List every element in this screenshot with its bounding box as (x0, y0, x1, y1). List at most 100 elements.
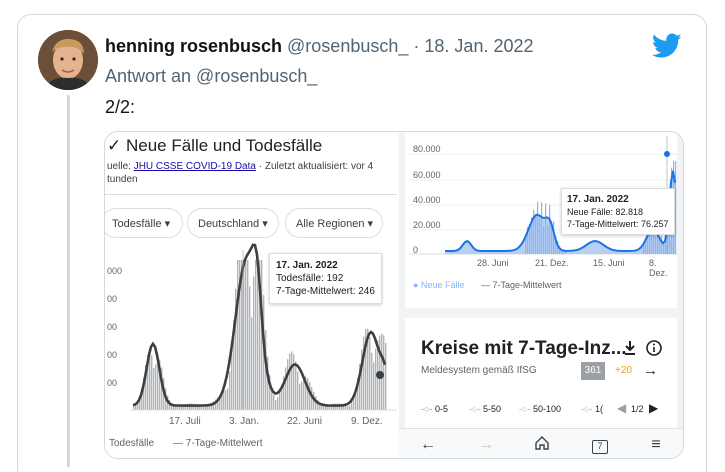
hover-point (664, 151, 670, 157)
deaths-bar (371, 352, 373, 410)
cases-screenshot[interactable]: 80.000 60.000 40.000 20.000 0 28. Juni 2… (399, 132, 683, 458)
browser-bottom-bar: ← → 7 ≡ (399, 428, 683, 458)
districts-card[interactable]: Kreise mit 7-Tage-Inz... Meldesystem gem… (405, 318, 677, 428)
tabs-button[interactable]: 7 (589, 435, 611, 455)
cases-bar (651, 232, 653, 254)
tweet-header: henning rosenbusch @rosenbusch_ · 18. Ja… (105, 36, 534, 57)
chart-panel-title: ✓ Neue Fälle und Todesfälle (107, 136, 323, 155)
back-icon[interactable]: ← (420, 436, 436, 453)
y-tick: 20.000 (413, 220, 441, 230)
cases-bar (665, 236, 667, 254)
scale-item: -○- 5-50 (469, 404, 501, 414)
tooltip-value: Neue Fälle: 82.818 (567, 207, 644, 217)
count-delta: +20 (615, 365, 632, 376)
author-avatar[interactable] (38, 30, 98, 90)
cases-bar (565, 250, 567, 254)
districts-card-title[interactable]: Kreise mit 7-Tage-Inz... (421, 338, 627, 359)
deaths-bar (361, 349, 363, 410)
cases-bar (553, 221, 555, 254)
deaths-bar (133, 405, 135, 410)
deaths-bar (373, 362, 375, 410)
filter-metric[interactable]: Todesfälle ▾ (105, 208, 183, 238)
deaths-bar (269, 374, 271, 410)
deaths-bar (241, 260, 243, 410)
deaths-bar (271, 386, 273, 410)
deaths-bar (353, 396, 355, 410)
deaths-bar (245, 260, 247, 410)
tooltip-value: Todesfälle: 192 (276, 273, 344, 284)
cases-bar (557, 241, 559, 254)
deaths-bar (283, 376, 285, 410)
cases-bar (555, 235, 557, 254)
tweet-date[interactable]: 18. Jan. 2022 (424, 36, 534, 56)
deaths-bar (197, 404, 199, 410)
deaths-bar (249, 286, 251, 410)
deaths-bar (145, 365, 147, 410)
filter-region[interactable]: Alle Regionen ▾ (285, 208, 383, 238)
deaths-bar (155, 364, 157, 410)
cases-bar (531, 217, 533, 254)
deaths-bar (137, 400, 139, 410)
cases-bar (547, 225, 549, 254)
deaths-bar (331, 404, 333, 410)
deaths-bar (303, 377, 305, 410)
deaths-bar (213, 401, 215, 410)
deaths-bar (359, 363, 361, 410)
pager-prev-icon[interactable]: ◀ (617, 401, 627, 415)
cases-tooltip: 17. Jan. 2022 Neue Fälle: 82.818 7-Tage-… (561, 188, 675, 235)
thread-connector-line (67, 95, 70, 467)
tooltip-date: 17. Jan. 2022 (276, 260, 338, 271)
deaths-bar (221, 392, 223, 410)
deaths-bar (319, 402, 321, 410)
pager-label: 1/2 (631, 404, 644, 414)
filter-country[interactable]: Deutschland ▾ (187, 208, 279, 238)
deaths-bar (237, 260, 239, 410)
home-icon[interactable] (531, 435, 553, 455)
reply-to-label[interactable]: Antwort an @rosenbusch_ (105, 66, 318, 86)
author-handle[interactable]: @rosenbusch_ (287, 36, 409, 56)
cases-bar (543, 226, 545, 254)
deaths-bar (209, 403, 211, 410)
tweet-media[interactable]: ✓ Neue Fälle und Todesfälle uelle: JHU C… (104, 131, 684, 459)
deaths-bar (233, 319, 235, 410)
deaths-bar (267, 356, 269, 410)
deaths-bar (375, 348, 377, 410)
cases-bar (539, 218, 541, 254)
deaths-bar (217, 397, 219, 410)
scale-item: -○- 1( (581, 404, 603, 414)
deaths-bar (161, 367, 163, 410)
author-name[interactable]: henning rosenbusch (105, 36, 283, 56)
twitter-bird-icon[interactable] (651, 33, 682, 59)
deaths-chart-screenshot[interactable]: ✓ Neue Fälle und Todesfälle uelle: JHU C… (105, 132, 397, 458)
cases-bar (661, 235, 663, 254)
deaths-bar (259, 260, 261, 410)
deaths-bar (291, 351, 293, 410)
deaths-bar (171, 402, 173, 410)
cases-bar (525, 237, 527, 254)
deaths-bar (139, 395, 141, 410)
deaths-bar (229, 371, 231, 410)
y-tick: 80.000 (413, 144, 441, 154)
deaths-bar (281, 384, 283, 410)
legend-line: — 7-Tage-Mittelwert (481, 280, 562, 290)
source-prefix: uelle: (107, 161, 134, 172)
download-icon[interactable] (623, 340, 637, 356)
scale-swatch: -○- (519, 404, 531, 414)
arrow-right-icon[interactable]: → (643, 362, 658, 379)
deaths-bar (185, 404, 187, 410)
districts-card-source: Meldesystem gemäß IfSG (421, 365, 537, 376)
deaths-bar (367, 328, 369, 410)
deaths-bar (321, 404, 323, 410)
pager-next-icon[interactable]: ▶ (649, 401, 659, 415)
menu-icon[interactable]: ≡ (651, 436, 661, 453)
deaths-bar (285, 367, 287, 410)
source-line: uelle: JHU CSSE COVID-19 Data · Zuletzt … (107, 160, 397, 186)
info-icon[interactable] (645, 339, 663, 357)
deaths-bar (339, 403, 341, 410)
scale-swatch: -○- (421, 404, 433, 414)
deaths-bar (219, 395, 221, 410)
x-tick: 15. Juni (593, 258, 625, 268)
legend-bars-label: ● Neue Fälle (413, 280, 465, 290)
forward-icon[interactable]: → (478, 436, 494, 453)
source-link[interactable]: JHU CSSE COVID-19 Data (133, 161, 256, 172)
